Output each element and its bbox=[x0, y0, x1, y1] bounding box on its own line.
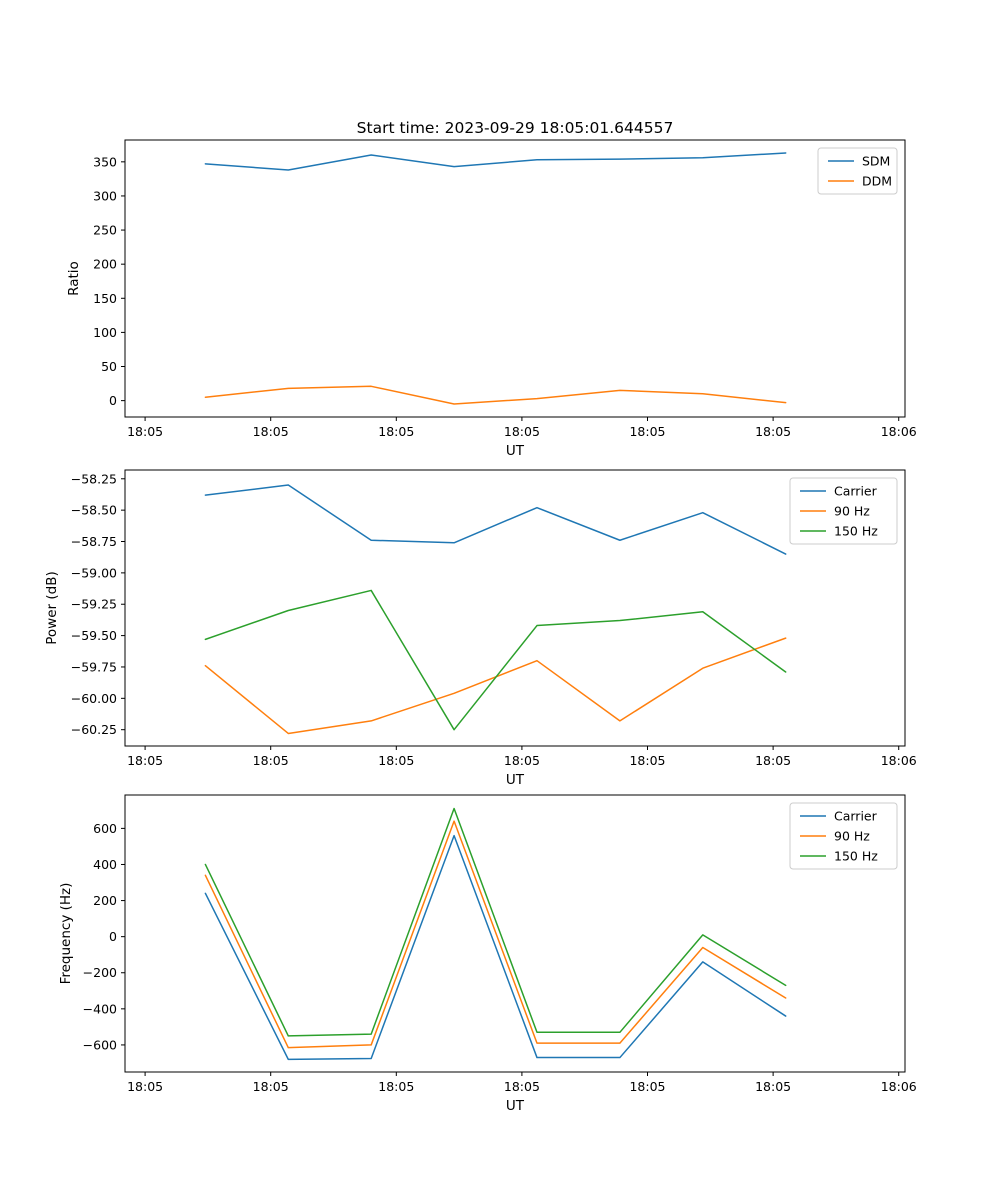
y-tick-label: 300 bbox=[93, 188, 117, 203]
x-tick-label: 18:05 bbox=[504, 424, 540, 439]
legend-box bbox=[789, 802, 898, 870]
plot-border-frequency bbox=[124, 794, 906, 1073]
figure-title: Start time: 2023-09-29 18:05:01.644557 bbox=[356, 119, 674, 137]
y-tick-label: −58.25 bbox=[71, 471, 117, 486]
y-tick-label: −60.00 bbox=[71, 691, 117, 706]
y-axis-label-ratio: Ratio bbox=[66, 261, 82, 296]
y-tick-label: 0 bbox=[109, 929, 117, 944]
y-tick-label: 0 bbox=[109, 393, 117, 408]
y-tick-label: −58.75 bbox=[71, 534, 117, 549]
series-line-carrier bbox=[204, 484, 787, 555]
legend-label-sdm: SDM bbox=[862, 154, 890, 169]
y-tick-label: −59.50 bbox=[71, 628, 117, 643]
y-tick-label: 400 bbox=[93, 857, 117, 872]
x-tick-label: 18:05 bbox=[253, 753, 289, 768]
y-tick-label: 100 bbox=[93, 325, 117, 340]
legend-frequency: Carrier 90 Hz 150 Hz bbox=[789, 802, 898, 870]
series-group-ratio bbox=[204, 152, 787, 405]
x-tick-label: 18:05 bbox=[504, 1079, 540, 1094]
legend-box bbox=[817, 147, 898, 195]
y-tick-label: −59.75 bbox=[71, 659, 117, 674]
legend-label-90-hz: 90 Hz bbox=[834, 504, 870, 519]
legend-label-ddm: DDM bbox=[862, 174, 892, 189]
x-tick-label: 18:05 bbox=[127, 1079, 163, 1094]
series-line-carrier bbox=[204, 834, 787, 1061]
y-tick-label: −60.25 bbox=[71, 722, 117, 737]
series-line-150-hz bbox=[204, 807, 787, 1037]
x-tick-label: 18:05 bbox=[755, 424, 791, 439]
chart-ratio: 18:05 18:05 18:05 18:05 18:05 18:05 18:06 0 50 10… bbox=[66, 139, 917, 459]
legend-power: Carrier 90 Hz 150 Hz bbox=[789, 477, 898, 545]
legend-label-150-hz: 150 Hz bbox=[834, 849, 878, 864]
x-tick-label: 18:05 bbox=[253, 424, 289, 439]
y-axis-label-frequency: Frequency (Hz) bbox=[58, 883, 74, 985]
y-tick-label: −400 bbox=[83, 1001, 117, 1016]
x-tick-label: 18:05 bbox=[378, 1079, 414, 1094]
legend-label-90-hz: 90 Hz bbox=[834, 829, 870, 844]
series-line-90-hz bbox=[204, 637, 787, 735]
x-tick-label: 18:05 bbox=[378, 424, 414, 439]
y-tick-label: 200 bbox=[93, 893, 117, 908]
legend-label-carrier: Carrier bbox=[834, 484, 878, 499]
legend-ratio: SDM DDM bbox=[817, 147, 898, 195]
x-tick-label: 18:05 bbox=[127, 424, 163, 439]
x-tick-label: 18:05 bbox=[378, 753, 414, 768]
series-line-90-hz bbox=[204, 820, 787, 1049]
y-tick-label: −59.25 bbox=[71, 597, 117, 612]
x-tick-label: 18:05 bbox=[127, 753, 163, 768]
legend-label-carrier: Carrier bbox=[834, 809, 878, 824]
y-tick-label: 200 bbox=[93, 257, 117, 272]
series-line-sdm bbox=[204, 152, 787, 171]
y-tick-label: −200 bbox=[83, 965, 117, 980]
x-axis-label-power: UT bbox=[506, 772, 525, 788]
x-tick-label: 18:05 bbox=[755, 753, 791, 768]
x-axis-label-ratio: UT bbox=[506, 443, 525, 459]
x-tick-label: 18:06 bbox=[881, 424, 917, 439]
x-tick-label: 18:05 bbox=[253, 1079, 289, 1094]
series-group-frequency bbox=[204, 807, 787, 1061]
y-tick-label: 350 bbox=[93, 154, 117, 169]
x-tick-label: 18:05 bbox=[629, 753, 665, 768]
x-tick-label: 18:05 bbox=[504, 753, 540, 768]
chart-power: 18:05 18:05 18:05 18:05 18:05 18:05 18:06 −58.2… bbox=[44, 469, 917, 788]
y-tick-label: −600 bbox=[83, 1037, 117, 1052]
y-tick-label: 600 bbox=[93, 821, 117, 836]
series-line-150-hz bbox=[204, 589, 787, 731]
x-axis-label-frequency: UT bbox=[506, 1098, 525, 1114]
x-tick-label: 18:06 bbox=[881, 1079, 917, 1094]
plot-border-ratio bbox=[124, 139, 906, 418]
series-group-power bbox=[204, 484, 787, 735]
y-tick-label: −58.50 bbox=[71, 503, 117, 518]
series-line-ddm bbox=[204, 385, 787, 405]
y-tick-label: 50 bbox=[101, 359, 117, 374]
y-tick-label: 150 bbox=[93, 291, 117, 306]
y-axis-label-power: Power (dB) bbox=[44, 571, 60, 644]
y-tick-label: 250 bbox=[93, 223, 117, 238]
x-tick-label: 18:06 bbox=[881, 753, 917, 768]
chart-frequency: 18:05 18:05 18:05 18:05 18:05 18:05 18:06 −600 −… bbox=[58, 794, 917, 1114]
legend-box bbox=[789, 477, 898, 545]
x-tick-label: 18:05 bbox=[755, 1079, 791, 1094]
x-tick-label: 18:05 bbox=[629, 1079, 665, 1094]
x-tick-label: 18:05 bbox=[629, 424, 665, 439]
y-tick-label: −59.00 bbox=[71, 565, 117, 580]
plot-border-power bbox=[124, 469, 906, 747]
legend-label-150-hz: 150 Hz bbox=[834, 524, 878, 539]
